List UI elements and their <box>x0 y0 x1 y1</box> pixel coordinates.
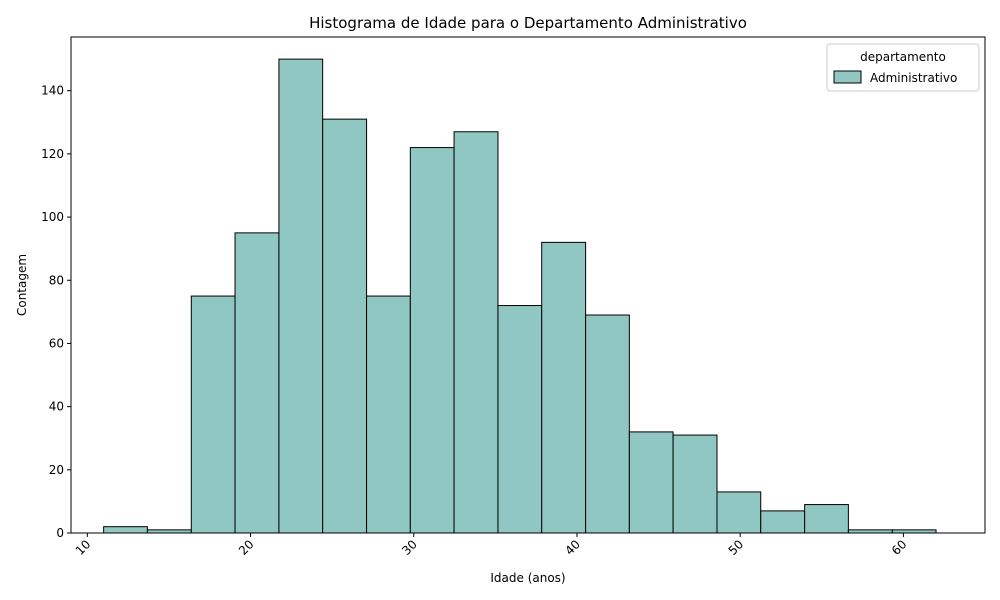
histogram-bar <box>628 431 674 534</box>
y-tick-label: 60 <box>49 336 64 350</box>
y-tick-label: 40 <box>49 400 64 414</box>
histogram-bar <box>541 241 587 534</box>
chart-title: Histograma de Idade para o Departamento … <box>309 14 747 32</box>
histogram-bar <box>453 131 499 534</box>
histogram-bar <box>366 295 411 534</box>
legend-title: departamento <box>860 50 946 64</box>
y-axis-label: Contagem <box>15 254 29 316</box>
histogram-bar <box>103 526 148 534</box>
x-tick-label: 60 <box>889 537 910 558</box>
histogram-bar <box>716 491 762 534</box>
plot-frame <box>70 36 986 534</box>
histogram-bar <box>190 295 236 534</box>
x-tick-label: 20 <box>236 537 257 558</box>
x-tick-label: 10 <box>73 537 94 558</box>
legend: departamento Administrativo <box>826 43 980 92</box>
histogram-bar <box>497 305 543 534</box>
histogram-bar <box>760 510 806 534</box>
y-tick-label: 20 <box>49 463 64 477</box>
legend-swatch <box>833 70 862 84</box>
y-tick-label: 140 <box>41 84 64 98</box>
histogram-bar <box>672 434 718 534</box>
histogram-bar <box>585 314 630 534</box>
y-tick-label: 0 <box>56 526 64 540</box>
bars-group <box>103 58 937 534</box>
y-axis-ticks: 0 20 40 60 80 100 120 140 <box>41 84 71 540</box>
y-tick-label: 120 <box>41 147 64 161</box>
histogram-bar <box>409 147 455 534</box>
y-tick-label: 100 <box>41 210 64 224</box>
histogram-bar <box>278 58 324 534</box>
histogram-bar <box>322 118 368 534</box>
legend-box <box>826 43 980 92</box>
x-tick-label: 40 <box>562 537 583 558</box>
x-axis-label: Idade (anos) <box>490 571 565 585</box>
y-tick-label: 80 <box>49 273 64 287</box>
histogram-bar <box>804 504 849 534</box>
histogram-bar <box>234 232 280 534</box>
legend-entry-administrativo: Administrativo <box>870 71 957 85</box>
x-tick-label: 50 <box>726 537 747 558</box>
x-axis-ticks: 10 20 30 40 50 60 <box>73 533 910 558</box>
x-tick-label: 30 <box>399 537 420 558</box>
